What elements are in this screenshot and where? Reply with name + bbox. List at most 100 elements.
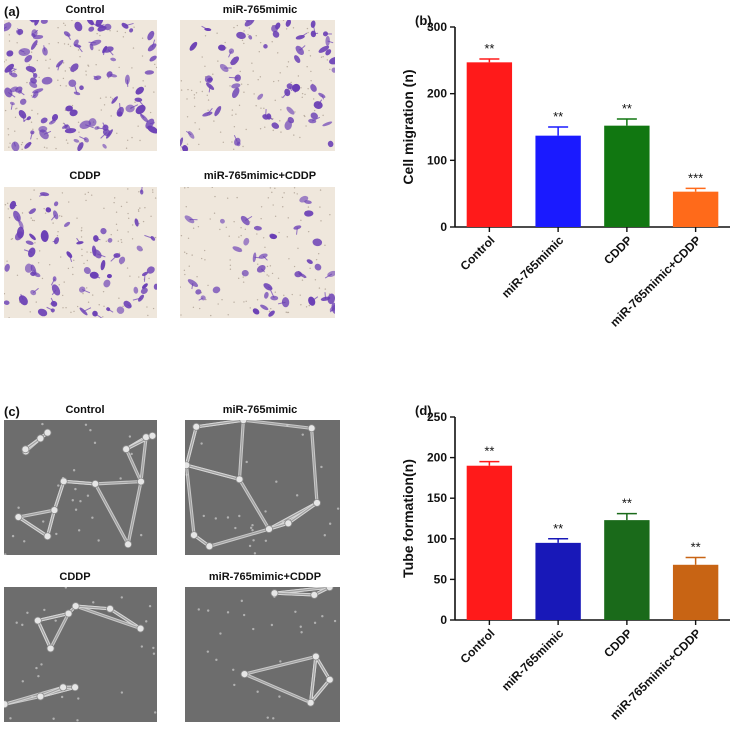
membrane-pore (239, 70, 241, 73)
membrane-pore (65, 139, 68, 141)
significance-label: *** (688, 170, 703, 185)
membrane-pore (87, 301, 90, 303)
membrane-pore (286, 236, 289, 238)
stained-cell (24, 263, 33, 273)
panel-c-letter: (c) (4, 404, 20, 419)
membrane-pore (28, 64, 30, 66)
bar-miR-765mimic+CDDP (672, 564, 719, 620)
membrane-pore (299, 294, 301, 296)
membrane-pore (65, 85, 67, 87)
stained-cell (144, 70, 155, 75)
panel-c-label-mimic: miR-765mimic (222, 404, 298, 416)
membrane-pore (320, 220, 322, 222)
tube-junction (106, 604, 114, 613)
cell-debris (251, 524, 254, 527)
tube-field-c0 (4, 420, 157, 555)
membrane-pore (63, 281, 65, 283)
tube-junction (33, 616, 42, 625)
membrane-pore (227, 314, 229, 316)
tube-junction (14, 513, 23, 521)
membrane-pore (245, 128, 247, 131)
membrane-pore (98, 304, 100, 306)
membrane-pore (116, 229, 119, 231)
membrane-pore (240, 227, 242, 229)
membrane-pore (216, 32, 218, 34)
membrane-pore (59, 84, 62, 87)
cell-process (299, 45, 306, 51)
membrane-pore (180, 80, 183, 82)
cell-debris (279, 660, 282, 663)
stained-cell (30, 130, 35, 135)
cell-debris (77, 529, 81, 532)
cell-debris (120, 596, 124, 599)
membrane-pore (213, 120, 215, 122)
membrane-pore (15, 108, 17, 110)
cell-debris (306, 700, 309, 703)
cell-debris (153, 711, 157, 714)
membrane-pore (274, 291, 276, 293)
stained-cell (37, 308, 48, 317)
membrane-pore (198, 128, 201, 130)
tube-core (310, 656, 317, 703)
membrane-pore (36, 59, 39, 62)
membrane-pore (7, 134, 10, 136)
cell-process (8, 92, 16, 98)
cell-process (85, 124, 94, 129)
membrane-pore (29, 311, 31, 313)
panel-a-label-cddp: CDDP (69, 170, 101, 182)
stained-cell (153, 283, 157, 290)
membrane-pore (131, 136, 133, 139)
cell-process (267, 286, 273, 290)
stained-cell (149, 55, 157, 62)
stained-cell (195, 289, 202, 295)
membrane-pore (4, 293, 6, 295)
cell-process (270, 289, 275, 299)
membrane-pore (30, 217, 32, 219)
cell-debris (55, 532, 58, 536)
membrane-pore (258, 51, 260, 53)
stained-cell (275, 22, 281, 30)
cell-process (76, 237, 81, 244)
stain-field-a2 (4, 187, 157, 318)
membrane-pore (308, 49, 310, 52)
membrane-pore (85, 70, 87, 72)
cell-process (66, 33, 71, 40)
membrane-pore (190, 89, 193, 92)
y-tick-label: 200 (427, 451, 447, 465)
cell-process (262, 255, 268, 261)
membrane-pore (86, 251, 88, 253)
cell-debris (31, 695, 34, 699)
cell-process (23, 249, 32, 253)
membrane-pore (274, 187, 276, 190)
tube-core (140, 437, 147, 482)
membrane-pore (105, 240, 108, 243)
cell-process (13, 142, 16, 147)
membrane-pore (231, 114, 233, 116)
membrane-pore (60, 256, 62, 258)
membrane-pore (184, 273, 186, 276)
cell-process (57, 63, 61, 71)
stained-cell (318, 45, 330, 53)
cell-process (244, 215, 253, 221)
stained-cell (304, 210, 314, 217)
tube-core (50, 613, 70, 649)
membrane-pore (155, 66, 157, 69)
membrane-pore (243, 91, 245, 93)
tube-core (18, 509, 55, 518)
membrane-pore (67, 43, 70, 46)
membrane-pore (212, 73, 214, 75)
membrane-pore (43, 146, 46, 148)
stained-cell (252, 308, 260, 315)
cell-process (50, 278, 56, 286)
membrane-pore (307, 230, 310, 233)
stained-cell (147, 30, 155, 41)
membrane-pore (56, 234, 59, 237)
cell-process (97, 253, 106, 258)
membrane-pore (115, 211, 118, 213)
membrane-pore (207, 99, 210, 101)
cell-debris (42, 520, 45, 523)
membrane-pore (280, 131, 282, 133)
cell-process (137, 99, 145, 107)
y-axis-label: Cell migration (n) (400, 69, 416, 184)
membrane-pore (264, 126, 266, 128)
